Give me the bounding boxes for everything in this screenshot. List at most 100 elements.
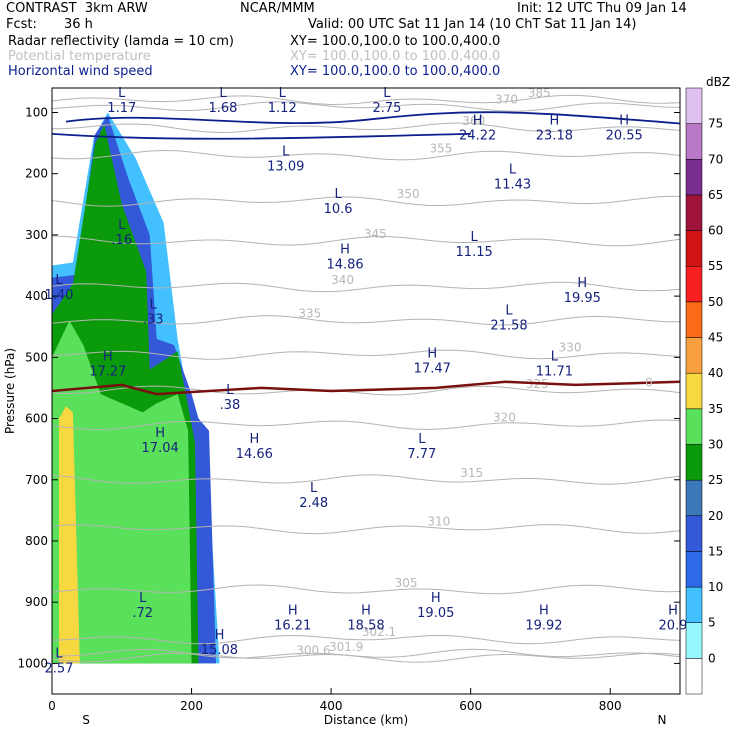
colorbar-swatch <box>685 658 703 695</box>
wind-high-marker: H <box>539 603 549 618</box>
wind-marker-value: 14.66 <box>236 447 273 462</box>
x-tick-label: 800 <box>599 699 622 713</box>
wind-marker-value: 16.21 <box>274 618 311 633</box>
theta-isentrope-line <box>51 235 681 247</box>
y-tick-label: 300 <box>25 228 48 242</box>
theta-isentrope-label: 345 <box>364 227 387 241</box>
init-time: Init: 12 UTC Thu 09 Jan 14 <box>517 1 687 16</box>
wind-high-marker: H <box>550 114 560 129</box>
theta-isentrope-line <box>51 349 681 360</box>
wind-marker-value: 13.09 <box>267 159 304 174</box>
theta-isentrope-line <box>51 652 681 663</box>
theta-isentrope-line <box>51 474 681 485</box>
wind-high-marker: H <box>668 603 678 618</box>
colorbar: 0 5 10 15 20 25 30 35 40 45 50 55 60 65 70 75 dBZ <box>685 75 730 695</box>
x-axis-label: Distance (km) <box>324 713 408 727</box>
theta-isentrope-line <box>51 584 681 595</box>
wind-low-marker: L <box>118 218 126 233</box>
axes-layer: 100 200 300 400 500 600 700 800 900 1000 0 200 400 60… <box>17 105 680 713</box>
theta-isentrope-label: 360 <box>462 114 485 128</box>
wind-low-marker: L <box>471 230 479 245</box>
wind-low-marker: L <box>509 163 517 178</box>
wind-low-marker: L <box>279 86 287 101</box>
colorbar-tick-label: 70 <box>708 152 723 166</box>
theta-isentrope-line <box>51 94 681 106</box>
y-tick-label: 900 <box>25 595 48 609</box>
wind-high-marker: H <box>155 426 165 441</box>
colorbar-tick-label: 40 <box>708 366 723 380</box>
wind-low-marker: L <box>226 383 234 398</box>
theta-isentrope-line <box>51 122 681 134</box>
colorbar-unit: dBZ <box>706 75 730 89</box>
theta-isentrope-label: 320 <box>493 411 516 425</box>
x-tick-label: 600 <box>459 699 482 713</box>
colorbar-swatch <box>685 301 703 338</box>
colorbar-swatch <box>685 586 703 623</box>
theta-isentrope-line <box>51 419 681 431</box>
colorbar-tick-label: 30 <box>708 437 723 451</box>
theta-isentrope-label: 370 <box>495 92 518 106</box>
theta-isentrope-label: 302.1 <box>362 625 396 639</box>
wind-marker-layer: L1.17L1.68L1.12L2.75H24.22H23.18H20.55L1… <box>45 86 688 676</box>
colorbar-swatch <box>685 337 703 374</box>
field-2-name: Potential temperature <box>8 49 151 64</box>
field-2-xy: XY= 100.0,100.0 to 100.0,400.0 <box>290 49 501 64</box>
theta-isentrope-label: 305 <box>395 576 418 590</box>
wind-marker-value: 15.08 <box>201 643 238 658</box>
colorbar-swatch <box>685 87 703 124</box>
wind-low-marker: L <box>118 86 126 101</box>
wind-high-marker: H <box>577 276 587 291</box>
wind-speed-contour <box>51 133 471 140</box>
field-3-name: Horizontal wind speed <box>8 64 153 79</box>
theta-isentrope-label: 350 <box>397 187 420 201</box>
field-1-xy: XY= 100.0,100.0 to 100.0,400.0 <box>290 34 501 49</box>
wind-marker-value: 19.05 <box>417 606 454 621</box>
wind-marker-value: 2.48 <box>299 496 328 511</box>
reflectivity-layer <box>52 112 220 664</box>
freezing-level-layer: 0 <box>51 375 681 396</box>
wind-marker-value: 19.92 <box>525 618 562 633</box>
wind-high-marker: H <box>215 628 225 643</box>
colorbar-tick-label: 20 <box>708 509 723 523</box>
wind-marker-value: 17.04 <box>142 441 179 456</box>
theta-isentrope-label: 315 <box>460 466 483 480</box>
wind-low-marker: L <box>505 303 513 318</box>
colorbar-tick-label: 75 <box>708 117 723 131</box>
wind-marker-value: 19.95 <box>564 291 601 306</box>
wind-high-marker: H <box>473 114 483 129</box>
colorbar-swatch <box>685 194 703 231</box>
colorbar-tick-label: 0 <box>708 651 716 665</box>
colorbar-swatch <box>685 551 703 588</box>
wind-low-marker: L <box>310 481 318 496</box>
colorbar-tick-label: 60 <box>708 224 723 238</box>
theta-isentrope-label: 340 <box>331 273 354 287</box>
valid-time: Valid: 00 UTC Sat 11 Jan 14 (10 ChT Sat … <box>308 17 637 32</box>
theta-isentrope-line <box>51 648 681 659</box>
wind-marker-value: .33 <box>143 312 164 327</box>
colorbar-tick-label: 65 <box>708 188 723 202</box>
wind-low-marker: L <box>219 86 227 101</box>
y-tick-label: 700 <box>25 473 48 487</box>
wind-marker-value: 20.55 <box>606 129 643 144</box>
plot-frame <box>51 87 681 695</box>
freezing-level-label: 0 <box>645 375 653 389</box>
wind-marker-value: .16 <box>111 233 132 248</box>
theta-isentrope-label: 310 <box>427 515 450 529</box>
colorbar-swatch <box>685 372 703 410</box>
wind-low-marker: L <box>55 273 63 288</box>
wind-high-marker: H <box>619 114 629 129</box>
theta-isentrope-line <box>51 524 681 535</box>
theta-isentrope-label: 300.6 <box>296 643 330 657</box>
y-tick-label: 1000 <box>17 656 48 670</box>
y-tick-label: 500 <box>25 350 48 364</box>
theta-isentrope-label: 385 <box>528 86 551 100</box>
theta-isentrope-line <box>51 101 681 112</box>
wind-low-marker: L <box>55 646 63 661</box>
wind-marker-value: 21.58 <box>490 318 527 333</box>
theta-isentrope-line <box>51 385 681 396</box>
wind-low-marker: L <box>383 86 391 101</box>
wind-speed-contour <box>65 111 681 125</box>
wind-marker-value: .38 <box>220 398 241 413</box>
wind-marker-value: 1.17 <box>107 101 136 116</box>
colorbar-tick-label: 15 <box>708 544 723 558</box>
